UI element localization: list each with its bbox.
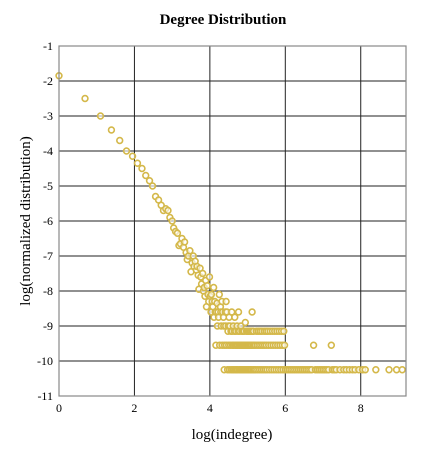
- x-tick-label: 8: [358, 401, 364, 415]
- y-tick-label: -7: [43, 249, 53, 263]
- y-tick-label: -3: [43, 109, 53, 123]
- data-point: [207, 290, 216, 299]
- y-tick-label: -11: [37, 389, 53, 403]
- y-tick-labels: -1 -2 -3 -4 -5 -6 -7 -8 -9 -10 -11: [37, 39, 53, 403]
- data-point: [148, 182, 157, 190]
- data-point: [203, 282, 211, 290]
- data-point: [280, 341, 289, 349]
- data-point: [142, 171, 150, 180]
- x-tick-label: 4: [207, 401, 213, 415]
- data-point: [138, 164, 146, 173]
- x-tick-label: 2: [131, 401, 137, 415]
- y-tick-label: -10: [37, 354, 53, 368]
- x-tick-labels: 0 2 4 6 8: [56, 401, 364, 415]
- chart-title: Degree Distribution: [159, 12, 287, 28]
- y-tick-label: -8: [43, 284, 53, 298]
- x-tick-label: 0: [56, 401, 62, 415]
- data-point: [398, 366, 406, 374]
- data-point: [372, 366, 380, 374]
- data-point: [234, 308, 243, 316]
- data-point: [222, 297, 230, 306]
- data-point: [309, 341, 318, 349]
- data-point: [145, 177, 154, 185]
- grid-lines: [59, 46, 406, 396]
- data-point: [199, 269, 207, 278]
- data-point: [107, 126, 116, 134]
- y-tick-label: -9: [43, 319, 53, 333]
- data-point: [231, 313, 239, 321]
- data-point: [173, 229, 182, 237]
- data-points: [55, 72, 406, 374]
- data-point: [180, 238, 189, 246]
- data-point: [280, 327, 288, 335]
- data-point: [205, 273, 214, 281]
- data-point: [122, 147, 131, 155]
- data-point: [81, 94, 89, 103]
- data-point: [385, 366, 393, 374]
- y-tick-label: -2: [43, 74, 53, 88]
- data-point: [116, 136, 124, 145]
- y-tick-label: -1: [43, 39, 53, 53]
- y-tick-label: -4: [43, 144, 53, 158]
- data-point: [164, 206, 172, 215]
- data-point: [248, 308, 256, 316]
- data-point: [361, 366, 369, 374]
- x-tick-label: 6: [282, 401, 288, 415]
- data-point: [209, 283, 218, 292]
- y-tick-label: -5: [43, 179, 53, 193]
- data-point: [327, 341, 336, 349]
- data-point: [241, 318, 250, 327]
- data-point: [96, 112, 105, 120]
- data-point: [168, 217, 176, 225]
- data-point: [215, 290, 223, 299]
- x-axis-label: log(indegree): [192, 427, 273, 443]
- y-axis-label: log(normalized distribution): [18, 136, 34, 306]
- data-point: [228, 308, 236, 316]
- data-point: [128, 152, 137, 160]
- data-point: [186, 247, 194, 255]
- y-tick-label: -6: [43, 214, 53, 228]
- data-point: [133, 159, 142, 167]
- plot-frame: [58, 45, 407, 397]
